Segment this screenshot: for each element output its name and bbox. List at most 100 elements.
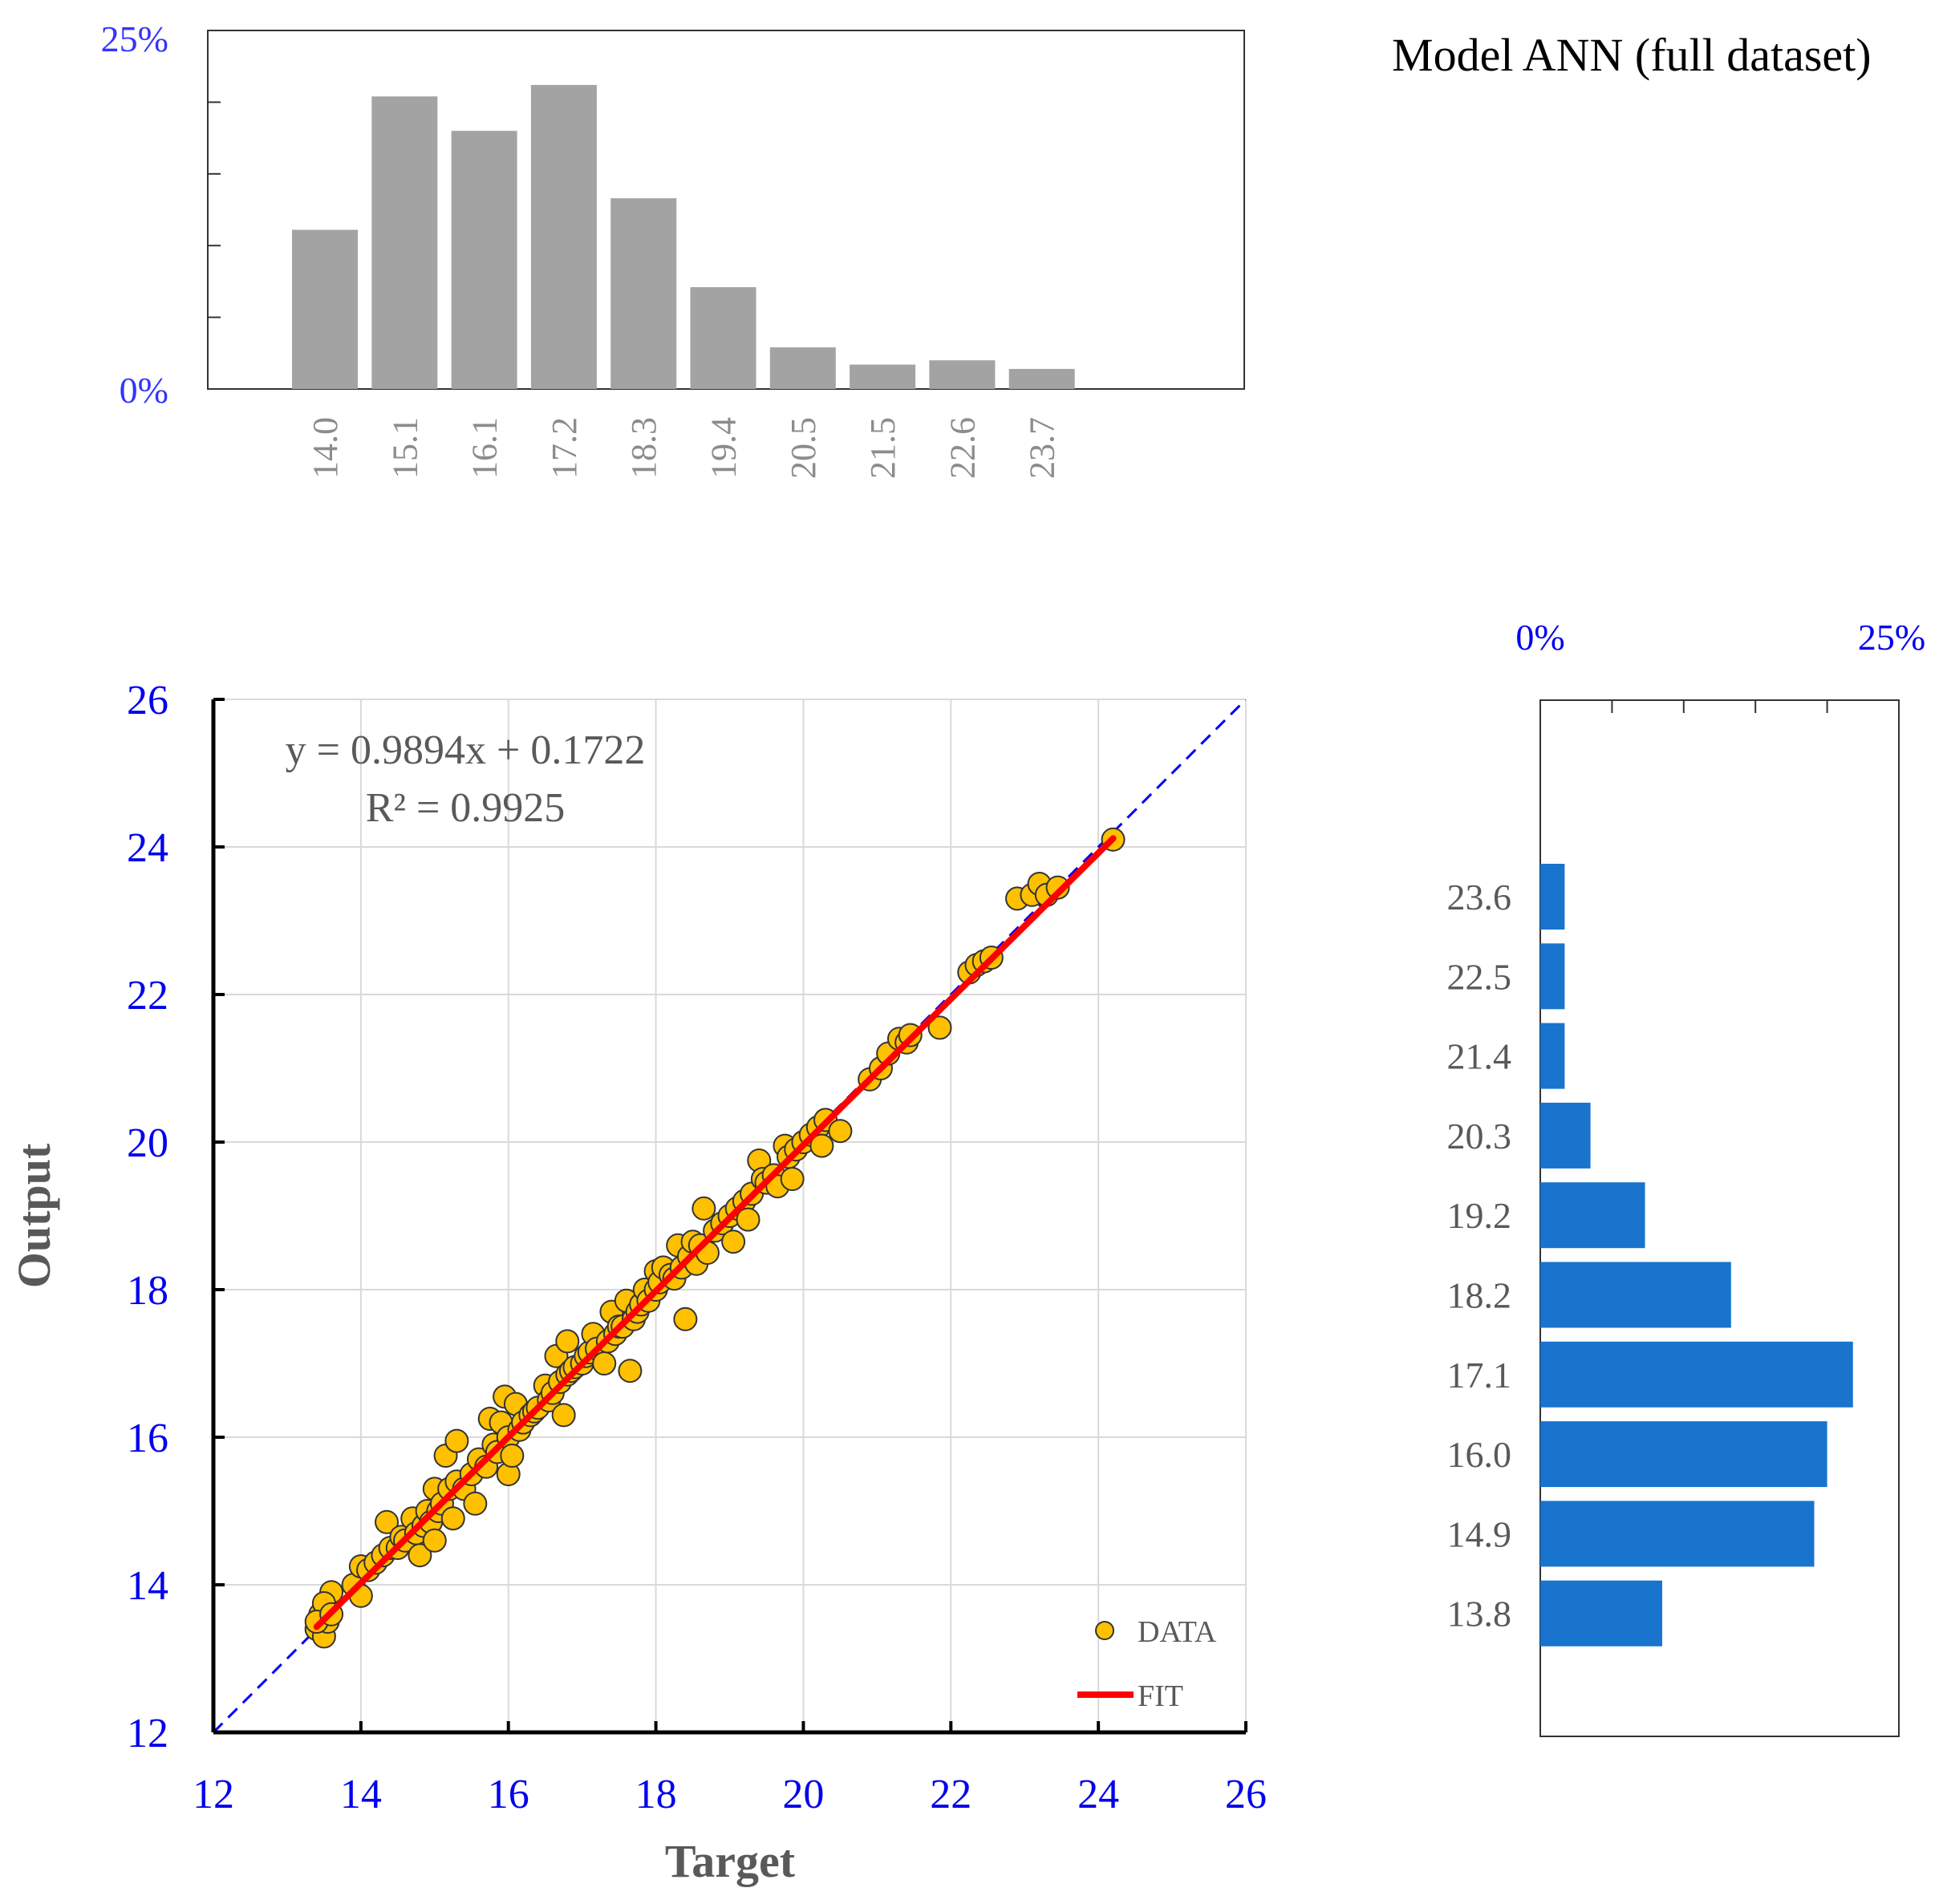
data-point	[408, 1543, 432, 1568]
x-tick-label: 24	[1077, 1772, 1119, 1817]
right-histogram-category-label: 23.6	[1447, 877, 1512, 918]
data-point	[927, 1015, 952, 1040]
top-histogram-category-label: 14.0	[306, 417, 345, 479]
scatter-x-tick-labels: 12 14 16 18 20 22 24 26	[193, 1772, 1267, 1817]
top-histogram-category-label: 20.5	[784, 417, 823, 479]
right-histogram-max-label: 25%	[1858, 617, 1925, 658]
regression-equation: y = 0.9894x + 0.1722	[286, 727, 646, 773]
data-point	[551, 1403, 576, 1428]
data-point	[422, 1528, 447, 1553]
right-histogram-category-label: 17.1	[1447, 1355, 1512, 1396]
y-tick-label: 24	[127, 825, 168, 871]
x-tick-label: 12	[193, 1772, 234, 1817]
y-tick-label: 12	[127, 1711, 168, 1756]
top-histogram-bar	[769, 347, 836, 389]
top-histogram-bar	[1008, 368, 1075, 389]
right-histogram-bars	[1540, 864, 1853, 1647]
top-histogram-category-label: 16.1	[465, 417, 505, 479]
scatter-plot: 12 14 16 18 20 22 24 26 12 14 16 18 20 22 24 26 y = 0.…	[8, 678, 1267, 1887]
y-axis-label: Output	[8, 1143, 60, 1288]
top-histogram-bars	[292, 84, 1075, 390]
data-point	[500, 1444, 525, 1468]
top-histogram-category-label: 19.4	[704, 417, 744, 479]
top-histogram-category-label: 15.1	[385, 417, 424, 479]
data-point	[1045, 875, 1070, 900]
right-histogram-bar	[1540, 1023, 1565, 1089]
fit-line	[313, 835, 1117, 1631]
data-point	[828, 1119, 853, 1144]
y-tick-label: 26	[127, 678, 168, 723]
right-histogram-category-label: 16.0	[1447, 1434, 1512, 1475]
top-histogram-bar	[451, 131, 517, 389]
top-histogram: 14.0 15.1 16.1 17.2 18.3 19.4 20.5 21.5 22.6 23.7…	[101, 18, 1245, 479]
scatter-y-tick-labels: 12 14 16 18 20 22 24 26	[127, 678, 168, 1756]
right-histogram-bar	[1540, 1580, 1662, 1647]
right-histogram-bar	[1540, 1182, 1645, 1249]
legend: DATA FIT	[1077, 1615, 1217, 1713]
legend-data-label: DATA	[1138, 1615, 1217, 1649]
right-histogram-min-label: 0%	[1515, 617, 1564, 658]
right-histogram-bar	[1540, 1501, 1815, 1567]
top-histogram-min-label: 0%	[120, 370, 168, 411]
r-squared: R² = 0.9925	[366, 785, 566, 831]
data-point	[721, 1229, 746, 1254]
data-point	[555, 1329, 580, 1354]
x-tick-label: 18	[635, 1772, 677, 1817]
top-histogram-bar	[371, 96, 438, 390]
top-histogram-yticks	[208, 30, 221, 390]
data-point	[736, 1207, 761, 1232]
right-histogram-bar	[1540, 1102, 1591, 1169]
right-histogram-category-label: 14.9	[1447, 1513, 1512, 1554]
top-histogram-category-label: 21.5	[863, 417, 903, 479]
y-tick-label: 16	[127, 1416, 168, 1461]
right-histogram-bar	[1540, 1262, 1731, 1328]
right-histogram-category-label: 22.5	[1447, 956, 1512, 997]
legend-data-marker	[1095, 1621, 1114, 1640]
top-histogram-bar	[929, 360, 996, 389]
y-tick-label: 14	[127, 1563, 168, 1609]
scatter-axes	[211, 698, 1247, 1735]
data-point	[463, 1491, 488, 1516]
top-histogram-max-label: 25%	[101, 18, 168, 59]
y-tick-label: 20	[127, 1120, 168, 1166]
data-point	[780, 1167, 805, 1191]
right-histogram-xticks	[1539, 700, 1900, 713]
right-histogram-category-label: 19.2	[1447, 1195, 1512, 1236]
top-histogram-bar	[850, 364, 916, 389]
x-tick-label: 14	[340, 1772, 382, 1817]
data-point	[375, 1509, 400, 1534]
right-histogram-bar	[1540, 864, 1565, 930]
data-point	[618, 1359, 643, 1383]
data-point	[809, 1133, 834, 1158]
figure-title: Model ANN (full dataset)	[1392, 29, 1872, 81]
top-histogram-category-labels: 14.0 15.1 16.1 17.2 18.3 19.4 20.5 21.5 22.6 23.7	[306, 417, 1062, 479]
top-histogram-bar	[690, 287, 756, 389]
right-histogram-bar	[1540, 943, 1565, 1010]
top-histogram-category-label: 23.7	[1023, 417, 1062, 479]
top-histogram-bar	[292, 229, 358, 389]
x-tick-label: 16	[488, 1772, 529, 1817]
x-axis-label: Target	[665, 1835, 796, 1887]
top-histogram-bar	[610, 198, 677, 389]
right-histogram-category-label: 18.2	[1447, 1275, 1512, 1316]
top-histogram-category-label: 18.3	[624, 417, 663, 479]
top-histogram-category-label: 22.6	[943, 417, 982, 479]
data-point	[592, 1351, 617, 1375]
data-point	[444, 1428, 469, 1453]
right-histogram-category-labels: 23.6 22.5 21.4 20.3 19.2 18.2 17.1 16.0 14.9 13.8	[1447, 877, 1512, 1635]
right-histogram-category-label: 21.4	[1447, 1036, 1512, 1077]
right-histogram: 23.6 22.5 21.4 20.3 19.2 18.2 17.1 16.0 14.9 13.8…	[1447, 617, 1925, 1737]
right-histogram-category-label: 20.3	[1447, 1116, 1512, 1157]
x-tick-label: 22	[930, 1772, 971, 1817]
right-histogram-bar	[1540, 1341, 1853, 1408]
y-tick-label: 22	[127, 973, 168, 1019]
data-point	[440, 1506, 465, 1531]
y-tick-label: 18	[127, 1268, 168, 1314]
x-tick-label: 26	[1225, 1772, 1267, 1817]
right-histogram-category-label: 13.8	[1447, 1594, 1512, 1635]
x-tick-label: 20	[782, 1772, 824, 1817]
data-point	[692, 1196, 716, 1221]
top-histogram-bar	[530, 84, 597, 389]
right-histogram-bar	[1540, 1421, 1827, 1488]
